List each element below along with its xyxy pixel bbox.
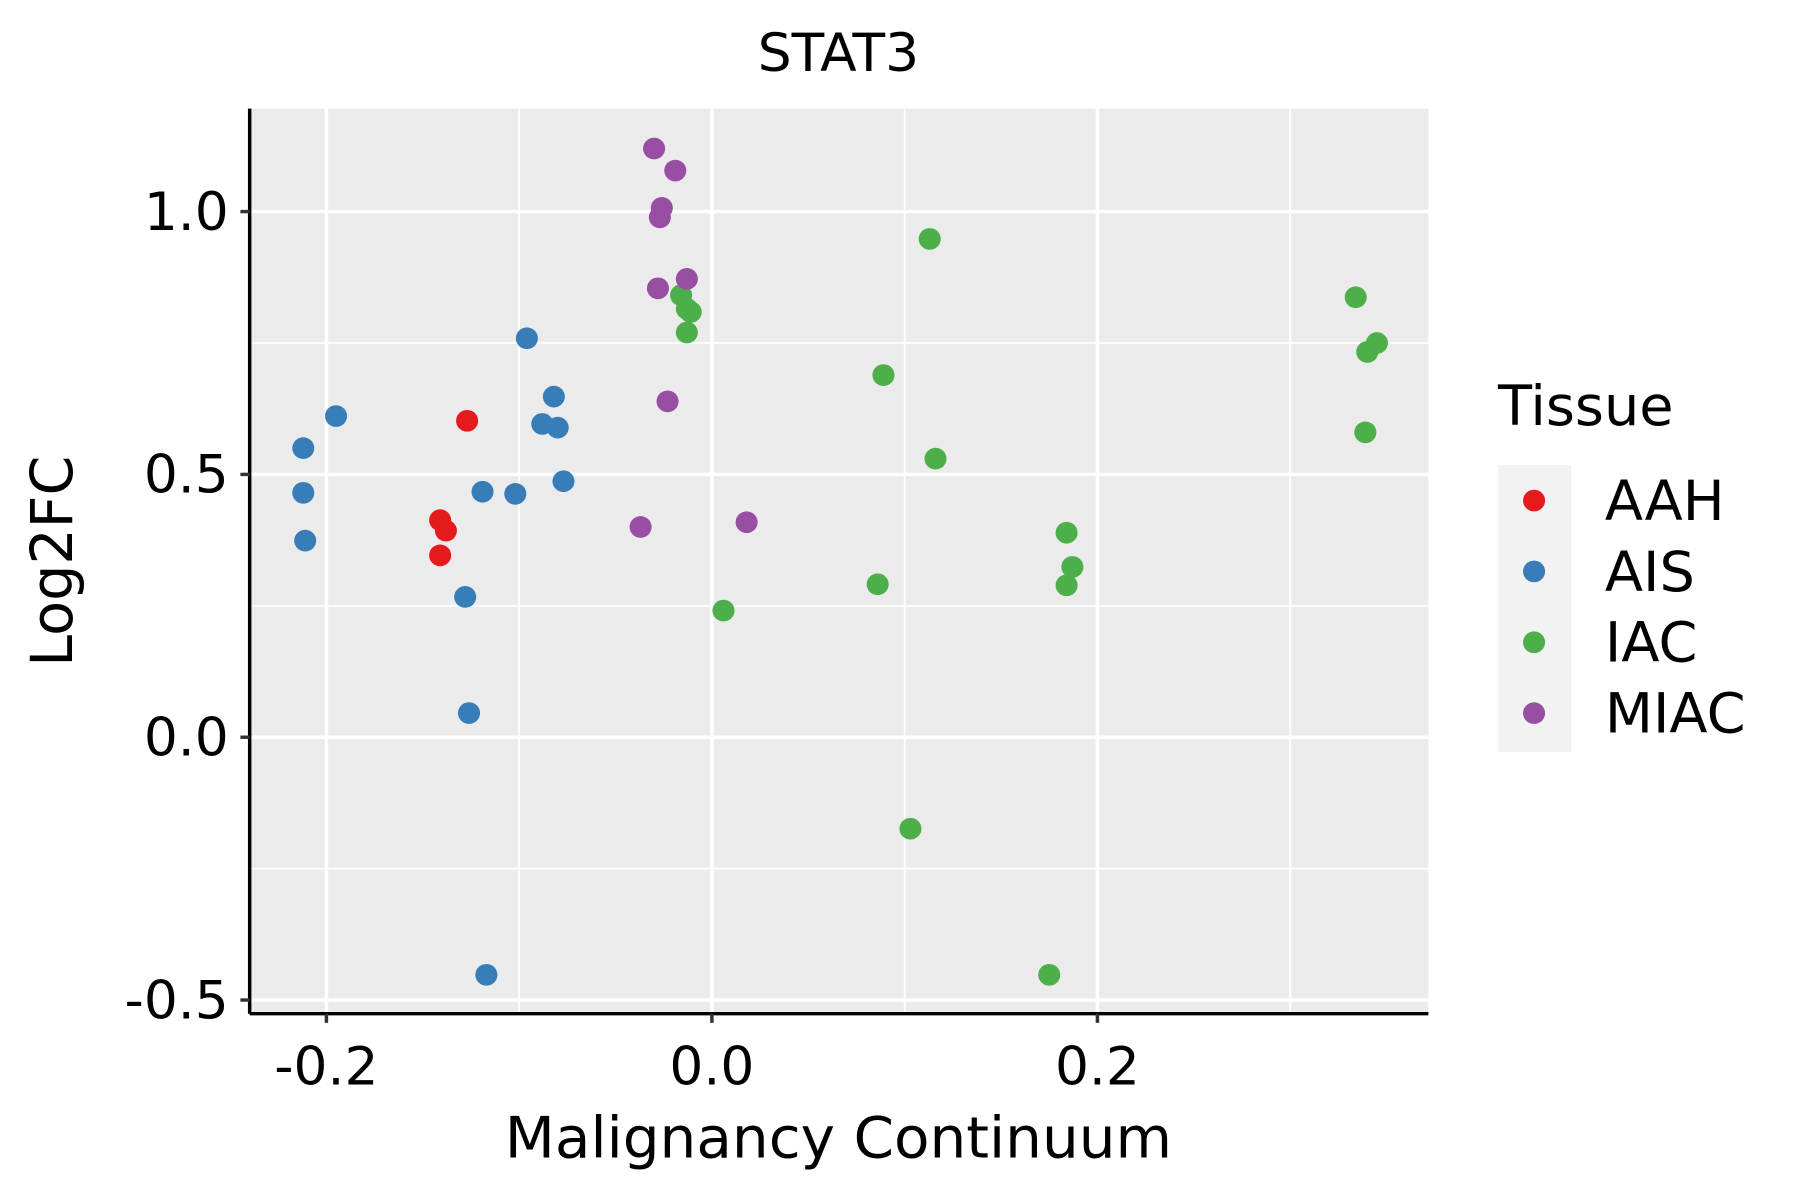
legend-label-miac: MIAC [1605, 683, 1746, 746]
data-point-ais [454, 586, 477, 608]
data-point-iac [675, 321, 698, 344]
data-point-ais [542, 385, 565, 408]
data-point-ais [471, 480, 494, 503]
data-point-iac [679, 301, 702, 323]
data-point-ais [515, 327, 538, 350]
data-point-ais [546, 416, 569, 439]
panel-background [249, 108, 1429, 1014]
data-point-iac [918, 228, 941, 250]
data-point-ais [504, 483, 527, 505]
data-point-miac [664, 159, 687, 182]
legend-label-aah: AAH [1605, 470, 1725, 533]
x-tick-label: 0.2 [1055, 1037, 1140, 1098]
chart-title: STAT3 [758, 23, 919, 84]
data-point-iac [872, 364, 895, 386]
data-point-miac [735, 511, 758, 534]
data-point-iac [1061, 556, 1084, 578]
y-axis-label: Log2FC [19, 456, 87, 667]
legend-label-iac: IAC [1605, 612, 1698, 675]
data-point-iac [712, 599, 735, 622]
legend-title: Tissue [1497, 376, 1674, 439]
data-point-iac [899, 817, 922, 840]
data-point-iac [924, 447, 947, 470]
data-point-miac [646, 277, 669, 300]
data-point-ais [325, 405, 348, 427]
data-point-iac [866, 573, 889, 596]
data-point-iac [1055, 574, 1078, 597]
y-tick-label: -0.5 [125, 971, 229, 1032]
data-point-ais [292, 481, 315, 504]
data-point-ais [458, 702, 481, 724]
data-point-iac [1344, 286, 1367, 309]
data-point-ais [552, 470, 575, 493]
legend-key-aah [1523, 489, 1546, 512]
data-point-miac [629, 516, 652, 538]
x-axis-label: Malignancy Continuum [505, 1105, 1172, 1171]
data-point-miac [675, 268, 698, 290]
data-point-ais [292, 437, 315, 459]
data-point-ais [475, 963, 498, 986]
data-point-miac [643, 137, 666, 160]
data-point-iac [1038, 963, 1061, 986]
legend-label-ais: AIS [1605, 541, 1695, 604]
y-tick-label: 1.0 [144, 182, 229, 243]
legend-key-iac [1523, 631, 1546, 654]
data-point-ais [294, 529, 317, 552]
data-point-miac [656, 390, 679, 413]
data-point-miac [648, 206, 671, 229]
x-tick-label: -0.2 [274, 1037, 378, 1098]
data-point-iac [1055, 521, 1078, 544]
legend-key-ais [1523, 560, 1546, 583]
data-point-aah [456, 409, 479, 432]
data-point-aah [434, 519, 457, 542]
data-point-aah [429, 544, 452, 567]
data-point-iac [1354, 421, 1377, 444]
data-point-iac [1356, 341, 1379, 363]
legend-key-miac [1523, 702, 1546, 724]
x-tick-label: 0.0 [669, 1037, 754, 1098]
legend: Tissue AAH AIS IAC MIAC [1497, 376, 1745, 752]
y-tick-label: 0.0 [144, 708, 229, 769]
y-tick-label: 0.5 [144, 445, 229, 506]
